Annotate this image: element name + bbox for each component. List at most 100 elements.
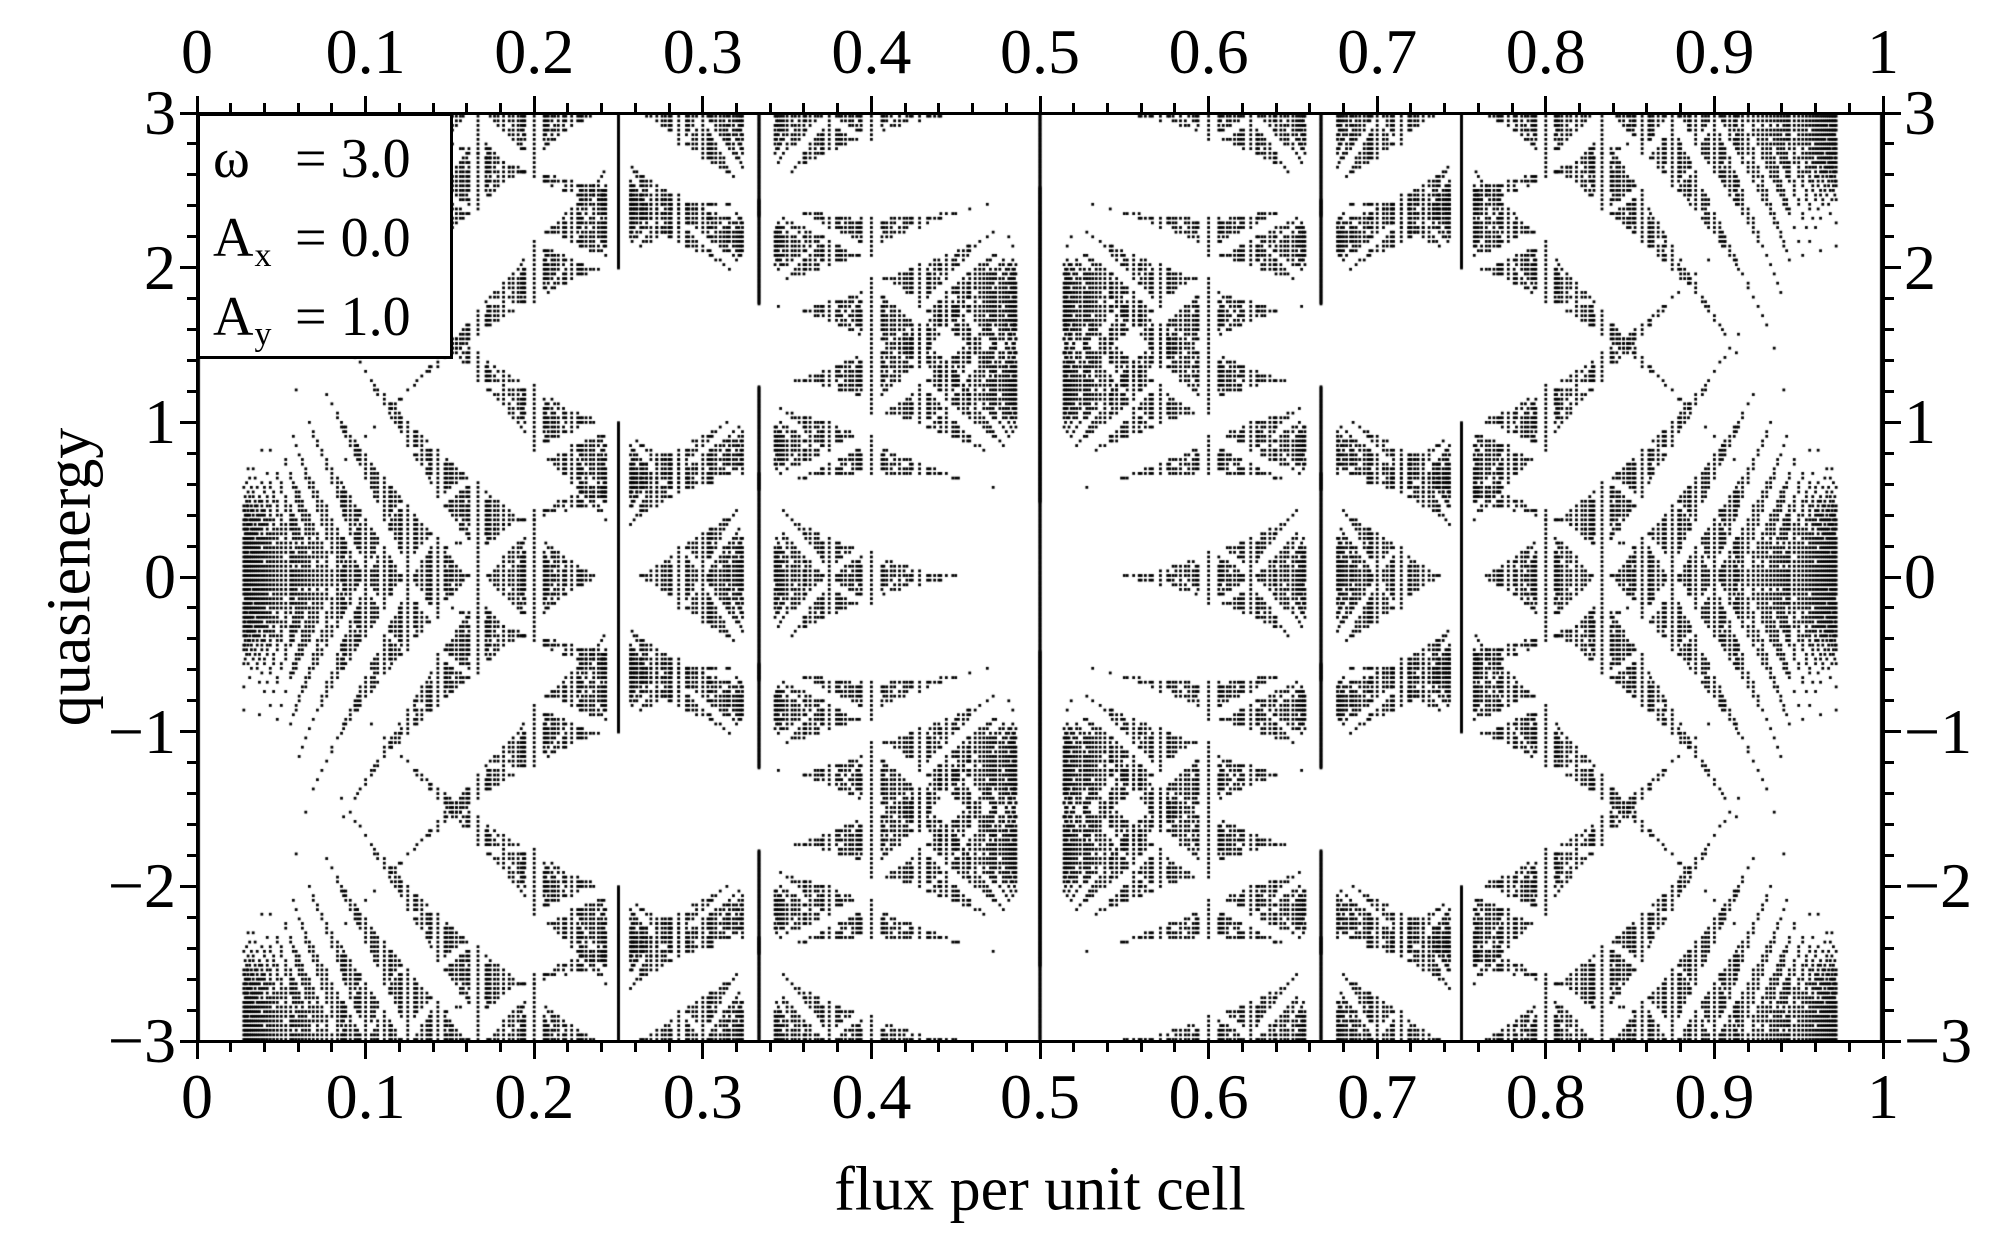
y-minor-tick xyxy=(1884,482,1894,486)
legend-value: 0.0 xyxy=(340,207,411,269)
y-minor-tick xyxy=(186,358,196,362)
plot-frame xyxy=(195,111,1885,1043)
x-tick-label-top: 0.8 xyxy=(1505,16,1586,87)
y-major-tick xyxy=(1884,884,1901,888)
y-minor-tick xyxy=(186,142,196,146)
x-minor-tick xyxy=(330,102,334,112)
legend-symbol: A xyxy=(213,286,254,348)
x-major-tick xyxy=(869,95,873,112)
x-minor-tick xyxy=(937,102,941,112)
x-tick-label-bottom: 0.1 xyxy=(325,1061,406,1132)
y-minor-tick xyxy=(186,606,196,610)
x-minor-tick xyxy=(836,102,840,112)
x-major-tick xyxy=(1712,95,1716,112)
y-tick-label-right: 3 xyxy=(1904,77,1936,148)
x-minor-tick xyxy=(1679,102,1683,112)
y-minor-tick xyxy=(1884,606,1894,610)
x-minor-tick xyxy=(1274,1042,1278,1052)
x-minor-tick xyxy=(1780,1042,1784,1052)
x-minor-tick xyxy=(431,1042,435,1052)
x-minor-tick xyxy=(1409,102,1413,112)
x-minor-tick xyxy=(296,1042,300,1052)
legend-symbol: ω xyxy=(213,128,250,190)
legend-equals: = xyxy=(295,286,327,348)
x-axis-label: flux per unit cell xyxy=(834,1155,1246,1224)
y-axis-label: quasienergy xyxy=(35,427,104,727)
y-minor-tick xyxy=(186,946,196,950)
x-tick-label-top: 0.4 xyxy=(831,16,912,87)
y-minor-tick xyxy=(186,451,196,455)
y-tick-label-left: −1 xyxy=(107,695,176,767)
legend-row-omega: ω = 3.0 xyxy=(213,120,450,199)
x-minor-tick xyxy=(1847,102,1851,112)
y-minor-tick xyxy=(1884,668,1894,672)
legend-value: 3.0 xyxy=(340,128,411,190)
y-major-tick xyxy=(179,1039,196,1043)
y-minor-tick xyxy=(1884,699,1894,703)
x-minor-tick xyxy=(1510,1042,1514,1052)
x-minor-tick xyxy=(431,102,435,112)
y-minor-tick xyxy=(186,328,196,332)
y-tick-label-right: −1 xyxy=(1904,695,1973,767)
x-minor-tick xyxy=(397,1042,401,1052)
y-minor-tick xyxy=(1884,173,1894,177)
y-minor-tick xyxy=(1884,822,1894,826)
y-minor-tick xyxy=(1884,544,1894,548)
x-minor-tick xyxy=(1004,1042,1008,1052)
y-minor-tick xyxy=(186,482,196,486)
x-tick-label-bottom: 0.5 xyxy=(1000,1061,1080,1132)
y-major-tick xyxy=(1884,266,1901,270)
x-minor-tick xyxy=(1746,1042,1750,1052)
y-minor-tick xyxy=(1884,915,1894,919)
y-major-tick xyxy=(179,884,196,888)
x-minor-tick xyxy=(802,1042,806,1052)
y-minor-tick xyxy=(186,637,196,641)
y-major-tick xyxy=(1884,111,1901,115)
legend-symbol: A xyxy=(213,207,254,269)
x-minor-tick xyxy=(1611,1042,1615,1052)
legend-subscript: x xyxy=(254,237,272,274)
x-tick-label-bottom: 0 xyxy=(181,1061,213,1132)
y-tick-label-right: 0 xyxy=(1904,541,1936,612)
x-tick-label-top: 1 xyxy=(1867,16,1899,87)
y-minor-tick xyxy=(186,544,196,548)
x-minor-tick xyxy=(1645,1042,1649,1052)
y-minor-tick xyxy=(1884,451,1894,455)
x-minor-tick xyxy=(1173,102,1177,112)
y-minor-tick xyxy=(1884,853,1894,857)
x-minor-tick xyxy=(1004,102,1008,112)
x-tick-label-bottom: 0.4 xyxy=(831,1061,912,1132)
x-minor-tick xyxy=(768,1042,772,1052)
y-tick-label-right: −3 xyxy=(1904,1005,1973,1076)
y-minor-tick xyxy=(186,915,196,919)
y-tick-label-left: 3 xyxy=(144,77,176,148)
x-major-tick xyxy=(1207,95,1211,112)
x-minor-tick xyxy=(229,102,233,112)
y-minor-tick xyxy=(186,235,196,239)
x-tick-label-bottom: 0.6 xyxy=(1168,1061,1249,1132)
y-minor-tick xyxy=(1884,977,1894,981)
x-minor-tick xyxy=(1409,1042,1413,1052)
x-minor-tick xyxy=(1510,102,1514,112)
x-major-tick xyxy=(1375,95,1379,112)
y-minor-tick xyxy=(1884,328,1894,332)
legend-row-ax: Ax = 0.0 xyxy=(213,199,450,278)
x-minor-tick xyxy=(836,1042,840,1052)
y-major-tick xyxy=(179,420,196,424)
x-tick-label-top: 0.6 xyxy=(1168,16,1249,87)
y-minor-tick xyxy=(1884,637,1894,641)
y-major-tick xyxy=(1884,730,1901,734)
x-minor-tick xyxy=(1476,102,1480,112)
x-major-tick xyxy=(1038,95,1042,112)
x-minor-tick xyxy=(667,102,671,112)
x-tick-label-top: 0.3 xyxy=(662,16,743,87)
y-major-tick xyxy=(1884,420,1901,424)
x-minor-tick xyxy=(1139,1042,1143,1052)
x-minor-tick xyxy=(1814,1042,1818,1052)
y-minor-tick xyxy=(1884,1008,1894,1012)
x-major-tick xyxy=(1375,1042,1379,1059)
y-minor-tick xyxy=(1884,204,1894,208)
x-minor-tick xyxy=(566,102,570,112)
y-tick-label-left: 0 xyxy=(144,541,176,612)
x-minor-tick xyxy=(498,102,502,112)
